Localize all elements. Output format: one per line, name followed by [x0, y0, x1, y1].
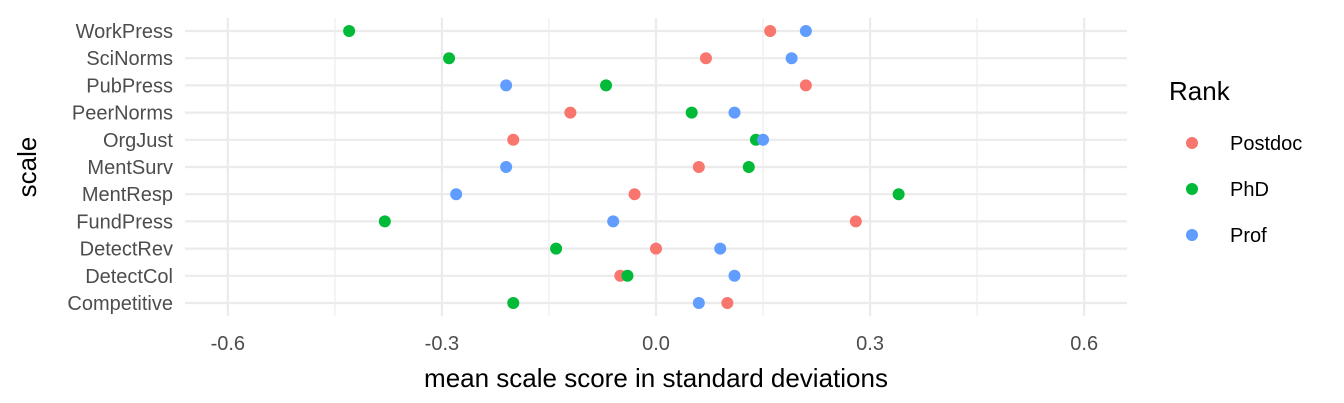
x-tick-label: 0.3 [856, 333, 884, 355]
point-postdoc [650, 242, 662, 255]
y-tick-label: Competitive [67, 293, 173, 315]
point-postdoc [849, 215, 862, 228]
y-tick-label: OrgJust [103, 130, 173, 152]
x-tick-label: -0.3 [425, 333, 459, 355]
point-prof [714, 242, 727, 255]
point-prof [692, 297, 705, 309]
y-axis-title: scale [12, 137, 42, 198]
legend-label-phd: PhD [1230, 179, 1269, 201]
point-phd [742, 161, 755, 173]
point-prof [799, 25, 812, 37]
y-tick-labels: WorkPress SciNorms PubPress PeerNorms OrgJus… [67, 21, 173, 315]
point-postdoc [799, 79, 812, 92]
point-postdoc [564, 106, 577, 119]
y-tick-label: PubPress [86, 75, 173, 97]
y-tick-label: WorkPress [76, 21, 173, 43]
point-phd [507, 297, 520, 309]
grid-lines [185, 18, 1127, 316]
legend-key-phd [1186, 183, 1198, 195]
data-points [343, 25, 905, 309]
point-postdoc [721, 297, 734, 309]
point-postdoc [764, 25, 777, 37]
legend-key-postdoc [1186, 137, 1198, 149]
x-tick-label: 0.0 [642, 333, 670, 355]
point-phd [343, 25, 356, 37]
point-phd [621, 269, 634, 282]
x-tick-label: -0.6 [211, 333, 245, 355]
legend-label-prof: Prof [1230, 225, 1267, 247]
point-postdoc [692, 161, 705, 173]
y-tick-label: MentSurv [87, 157, 173, 179]
x-tick-labels: -0.6 -0.3 0.0 0.3 0.6 [211, 333, 1099, 355]
point-phd [685, 106, 698, 119]
point-prof [728, 106, 741, 119]
point-prof [500, 161, 513, 173]
point-phd [378, 215, 391, 228]
y-tick-label: PeerNorms [72, 103, 173, 125]
point-prof [757, 133, 770, 146]
point-prof [450, 188, 463, 201]
y-tick-label: DetectCol [85, 266, 173, 288]
legend-items: Postdoc PhD Prof [1186, 133, 1302, 247]
x-tick-label: 0.6 [1070, 333, 1098, 355]
y-tick-label: DetectRev [80, 239, 173, 261]
point-phd [600, 79, 613, 92]
point-prof [728, 269, 741, 282]
y-tick-label: SciNorms [86, 48, 173, 70]
point-prof [785, 52, 798, 65]
legend-key-prof [1186, 229, 1198, 241]
point-prof [500, 79, 513, 92]
point-phd [892, 188, 905, 201]
y-tick-label: MentResp [82, 184, 173, 206]
point-postdoc [507, 133, 520, 146]
point-phd [550, 242, 563, 255]
point-prof [607, 215, 620, 228]
y-tick-label: FundPress [76, 211, 173, 233]
legend: Rank Postdoc PhD Prof [1169, 76, 1302, 247]
legend-title: Rank [1169, 76, 1231, 106]
point-phd [443, 52, 456, 65]
point-postdoc [628, 188, 641, 201]
point-postdoc [699, 52, 712, 65]
legend-label-postdoc: Postdoc [1230, 133, 1302, 155]
x-axis-title: mean scale score in standard deviations [424, 363, 888, 393]
